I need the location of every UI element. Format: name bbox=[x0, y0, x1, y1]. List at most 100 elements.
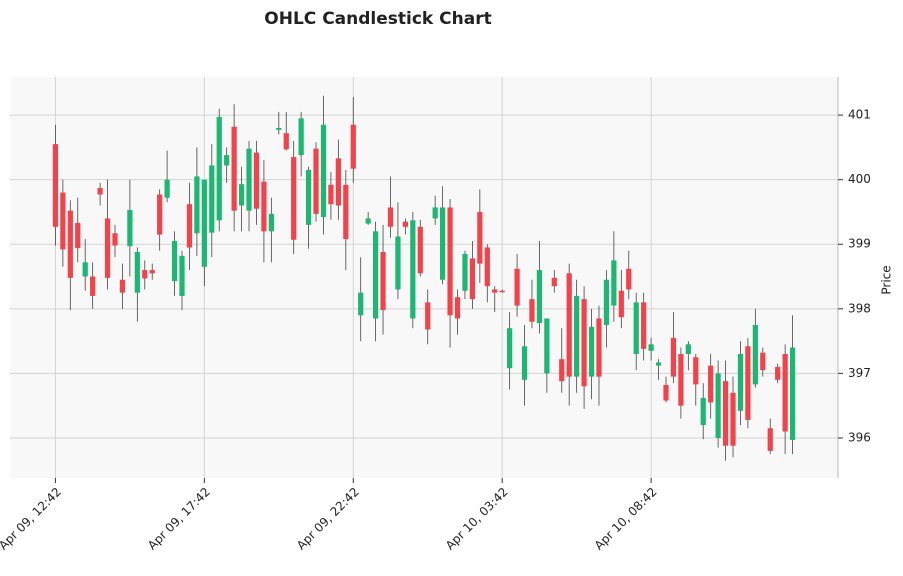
candle-body bbox=[775, 366, 781, 380]
candle-body bbox=[112, 233, 118, 246]
candle-body bbox=[611, 260, 617, 306]
candle-body bbox=[544, 318, 550, 374]
candle-body bbox=[484, 247, 490, 287]
candle-body bbox=[52, 144, 59, 227]
y-tick-label: 398 bbox=[848, 301, 871, 315]
candle-body bbox=[268, 213, 274, 232]
candle-body bbox=[782, 354, 788, 432]
candle-body bbox=[722, 381, 729, 446]
candle-body bbox=[462, 253, 468, 291]
candle-body bbox=[305, 169, 312, 225]
x-tick-label: Apr 09, 22:42 bbox=[294, 485, 362, 553]
candle-body bbox=[298, 118, 304, 156]
candle-body bbox=[700, 397, 706, 426]
candle-body bbox=[380, 251, 386, 311]
candle-body bbox=[171, 241, 178, 282]
candle-body bbox=[678, 354, 684, 406]
candle-body bbox=[395, 236, 401, 290]
candle-body bbox=[655, 362, 662, 366]
candle-body bbox=[209, 165, 215, 233]
y-tick-label: 400 bbox=[848, 172, 871, 186]
candle-body bbox=[350, 124, 356, 169]
candle-body bbox=[313, 148, 319, 214]
candle-body bbox=[514, 268, 520, 306]
candle-body bbox=[603, 279, 610, 325]
candle-body bbox=[253, 152, 260, 209]
candle-body bbox=[224, 155, 230, 166]
y-tick-label: 396 bbox=[848, 430, 871, 444]
candle-body bbox=[358, 292, 364, 316]
candle-body bbox=[685, 344, 691, 355]
candle-body bbox=[767, 428, 773, 451]
candle-body bbox=[529, 299, 535, 322]
candle-body bbox=[708, 365, 714, 403]
candle-body bbox=[387, 207, 394, 227]
candle-body bbox=[410, 220, 416, 319]
candle-body bbox=[67, 210, 73, 278]
x-tick-label: Apr 10, 08:42 bbox=[592, 485, 660, 553]
candle-body bbox=[581, 299, 587, 387]
candle-body bbox=[447, 207, 453, 316]
candle-body bbox=[194, 176, 200, 234]
x-tick-label: Apr 09, 17:42 bbox=[145, 485, 213, 553]
plot-area bbox=[10, 77, 838, 478]
candle-body bbox=[127, 210, 133, 247]
candle-body bbox=[536, 270, 543, 324]
candle-body bbox=[440, 207, 446, 280]
candle-body bbox=[752, 324, 758, 385]
candle-body bbox=[231, 126, 237, 211]
y-tick-label: 401 bbox=[848, 108, 871, 122]
candle-body bbox=[149, 270, 155, 274]
candle-body bbox=[60, 192, 66, 250]
candle-body bbox=[75, 222, 81, 249]
candle-body bbox=[596, 318, 602, 377]
candle-body bbox=[97, 188, 103, 195]
candle-body bbox=[261, 181, 267, 232]
candle-body bbox=[283, 133, 289, 150]
candle-body bbox=[372, 231, 379, 319]
candle-body bbox=[157, 194, 163, 235]
candle-body bbox=[90, 276, 96, 296]
candle-body bbox=[693, 357, 699, 385]
x-tick-label: Apr 10, 03:42 bbox=[443, 485, 511, 553]
candle-body bbox=[521, 346, 528, 380]
candle-body bbox=[670, 337, 677, 377]
candle-body bbox=[745, 346, 751, 420]
candle-body bbox=[454, 297, 461, 319]
candle-body bbox=[425, 302, 431, 330]
candle-body bbox=[216, 117, 222, 221]
candle-body bbox=[291, 157, 297, 240]
candle-body bbox=[134, 251, 140, 293]
candle-body bbox=[432, 207, 438, 219]
candle-body bbox=[343, 184, 349, 240]
candle-body bbox=[566, 273, 572, 377]
candle-body bbox=[737, 354, 744, 411]
candle-body bbox=[715, 373, 721, 438]
y-axis-label: Price bbox=[880, 265, 894, 294]
candle-body bbox=[588, 326, 595, 377]
candle-body bbox=[365, 218, 371, 224]
candle-body bbox=[730, 392, 736, 446]
y-tick-label: 397 bbox=[848, 366, 871, 380]
candle-body bbox=[320, 124, 327, 218]
candle-body bbox=[618, 290, 624, 318]
candle-body bbox=[559, 359, 565, 382]
candle-body bbox=[142, 270, 148, 279]
candle-body bbox=[663, 385, 669, 401]
candle-body bbox=[492, 289, 498, 293]
candle-body bbox=[626, 268, 632, 290]
candle-body bbox=[507, 328, 513, 369]
candle-body bbox=[417, 226, 423, 274]
candle-body bbox=[335, 158, 341, 206]
candle-body bbox=[82, 262, 88, 277]
x-tick-label: Apr 09, 12:42 bbox=[0, 485, 64, 553]
candle-body bbox=[574, 295, 580, 377]
candle-body bbox=[648, 344, 654, 351]
candle-body bbox=[477, 211, 483, 264]
chart-title: OHLC Candlestick Chart bbox=[264, 9, 491, 29]
candle-body bbox=[238, 184, 245, 206]
candle-body bbox=[201, 179, 207, 267]
candle-body bbox=[328, 184, 334, 205]
candle-body bbox=[246, 148, 252, 211]
